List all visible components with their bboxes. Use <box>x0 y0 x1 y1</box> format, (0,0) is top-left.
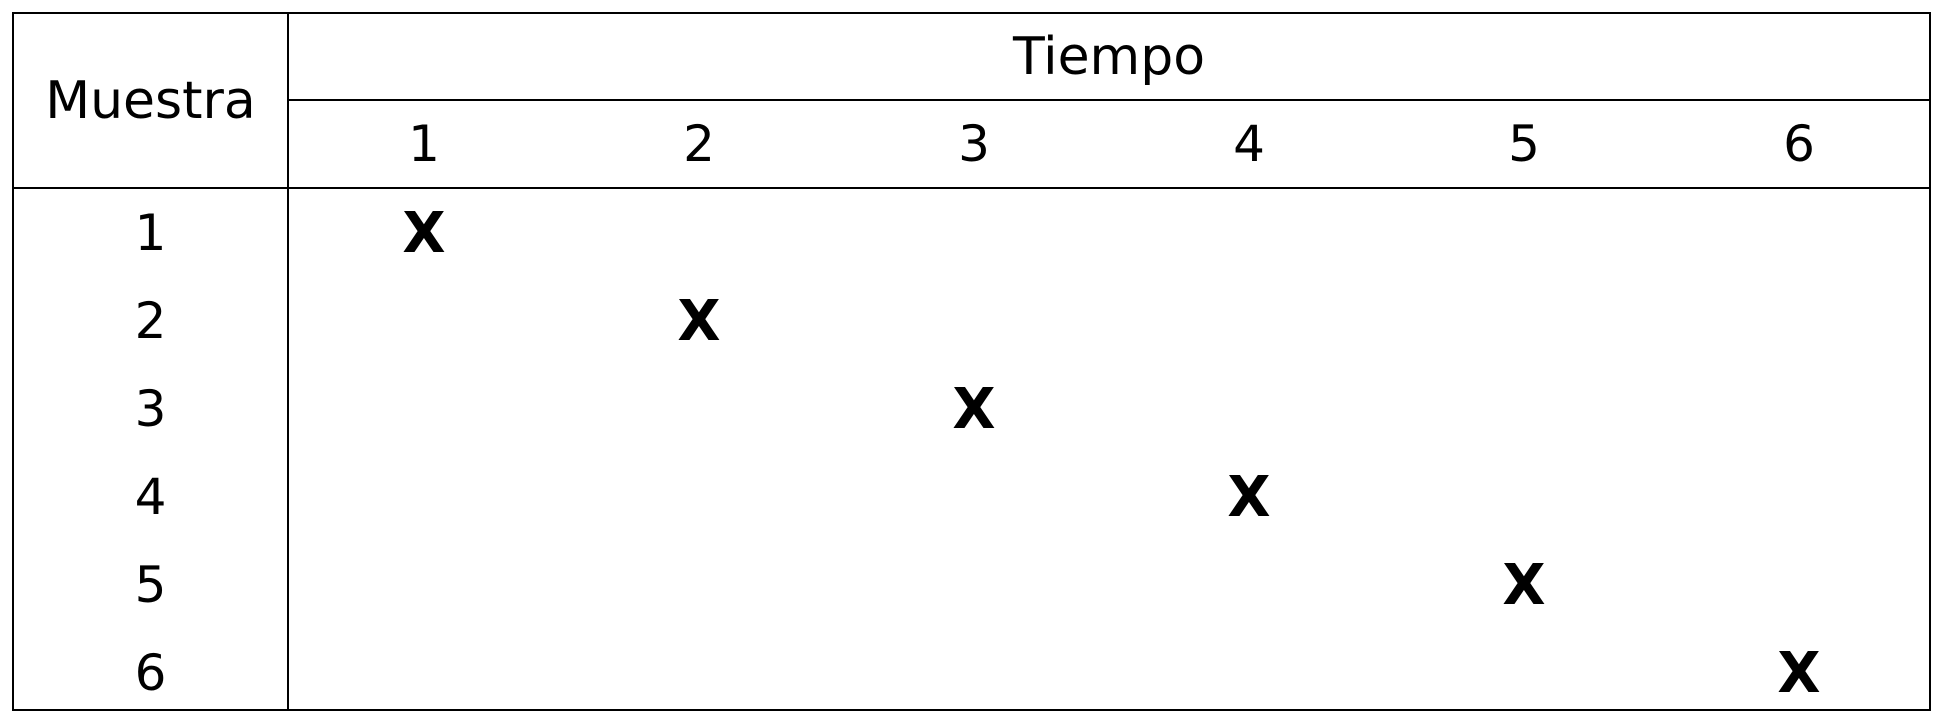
header-divider <box>14 187 1929 189</box>
column-divider <box>287 14 289 709</box>
sample-row-label: 4 <box>134 468 167 526</box>
time-column-label: 3 <box>958 115 990 173</box>
sample-mark: X <box>1777 640 1821 706</box>
time-column-label: 4 <box>1233 115 1265 173</box>
sample-mark: X <box>952 376 996 442</box>
time-column-label: 5 <box>1508 115 1540 173</box>
muestra-header: Muestra <box>45 70 256 131</box>
sample-mark: X <box>1502 552 1546 618</box>
sampling-table: Muestra Tiempo 1 2 3 4 5 6 1 2 3 4 5 6 X… <box>12 12 1931 711</box>
sample-mark: X <box>677 288 721 354</box>
sample-row-label: 1 <box>134 204 167 262</box>
time-column-label: 1 <box>408 115 440 173</box>
sample-mark: X <box>402 200 446 266</box>
sample-row-label: 3 <box>134 380 167 438</box>
tiempo-header: Tiempo <box>1012 26 1206 87</box>
sample-row-label: 5 <box>134 556 167 614</box>
time-column-label: 6 <box>1783 115 1815 173</box>
subheader-divider <box>287 99 1929 101</box>
sample-row-label: 2 <box>134 292 167 350</box>
time-column-label: 2 <box>683 115 715 173</box>
sample-mark: X <box>1227 464 1271 530</box>
sample-row-label: 6 <box>134 644 167 702</box>
